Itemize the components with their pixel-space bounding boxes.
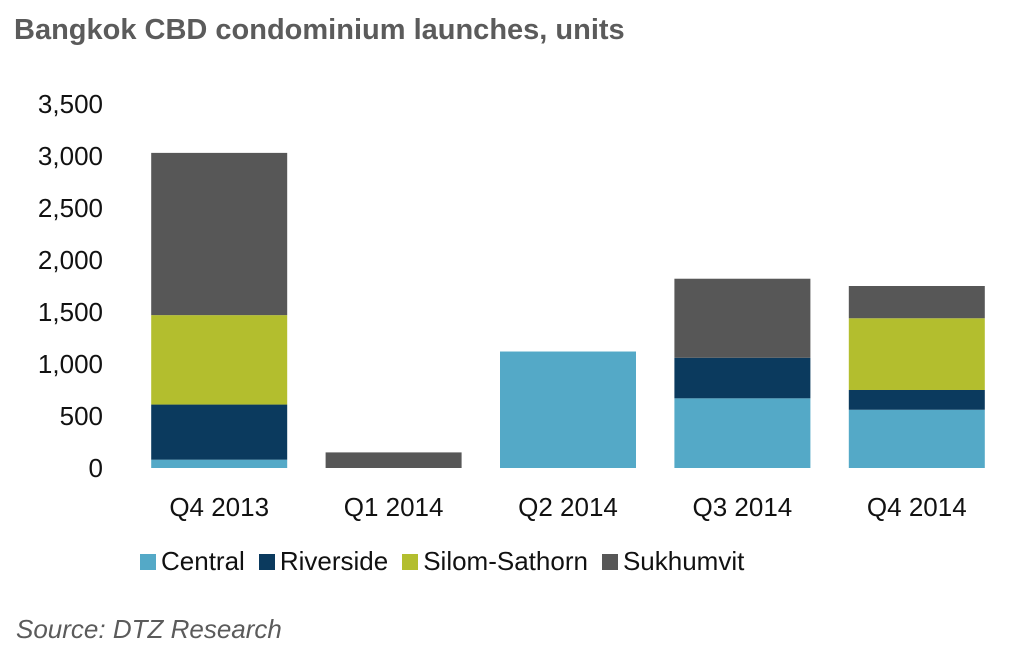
legend-label: Riverside [279,546,389,576]
bar-segment-central [848,409,985,468]
legend-label: Central [161,546,245,576]
legend: Central Riverside Silom-Sathorn Sukhumvit [140,546,758,577]
y-tick-label: 3,500 [38,89,103,119]
legend-item-central: Central [140,546,245,577]
legend-label: Sukhumvit [622,546,745,576]
x-tick-label: Q1 2014 [344,492,444,522]
y-tick-label: 0 [89,453,103,483]
bar-segment-silom-sathorn [848,318,985,390]
legend-label: Silom-Sathorn [423,546,588,576]
y-tick-label: 2,000 [38,245,103,275]
y-tick-label: 500 [60,401,103,431]
bar-segment-central [151,459,288,468]
x-tick-label: Q4 2013 [169,492,269,522]
bar-segment-central [500,351,636,468]
y-tick-label: 2,500 [38,193,103,223]
x-tick-label: Q4 2014 [867,492,967,522]
y-tick-label: 3,000 [38,141,103,171]
bar-segment-sukhumvit [151,152,288,316]
legend-swatch [601,553,618,570]
legend-item-sukhumvit: Sukhumvit [601,546,745,577]
bar-segment-sukhumvit [674,278,811,358]
chart-title: Bangkok CBD condominium launches, units [14,14,625,46]
legend-swatch [402,553,419,570]
bar-segment-riverside [848,390,985,410]
y-tick-label: 1,000 [38,349,103,379]
bar-segment-riverside [151,404,288,460]
x-tick-label: Q3 2014 [693,492,793,522]
bar-segments [151,152,985,468]
legend-swatch [258,553,275,570]
y-tick-label: 1,500 [38,297,103,327]
legend-swatch [140,553,156,570]
x-axis-ticks: Q4 2013 Q1 2014 Q2 2014 Q3 2014 Q4 2014 [169,492,966,522]
y-axis-ticks: 0 500 1,000 1,500 2,000 2,500 3,000 3,500 [38,89,103,483]
source-note: Source: DTZ Research [16,614,282,644]
legend-item-silom-sathorn: Silom-Sathorn [402,546,588,577]
legend-item-riverside: Riverside [258,546,389,577]
bar-segment-sukhumvit [325,452,462,468]
x-tick-label: Q2 2014 [518,492,618,522]
bar-segment-riverside [674,357,811,399]
bar-segment-silom-sathorn [151,315,288,405]
bar-segment-central [674,398,811,468]
bar-segment-sukhumvit [848,286,985,319]
